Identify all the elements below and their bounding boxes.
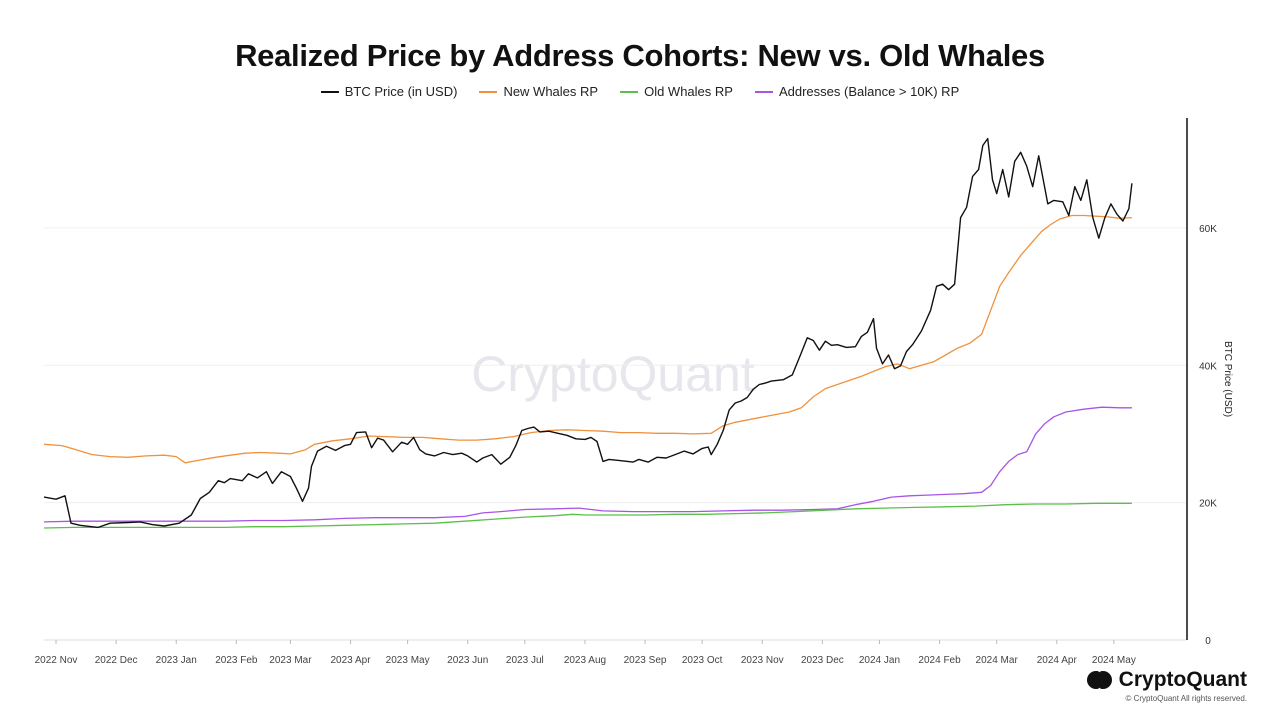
brand-name: CryptoQuant — [1118, 668, 1247, 691]
x-tick-label: 2024 May — [1092, 655, 1136, 666]
axes: 0 20K 40K 60K 2022 Nov 2022 Dec 2023 Jan 2023 F… — [35, 118, 1233, 666]
x-tick-label: 2023 Mar — [269, 655, 312, 666]
series-lines — [43, 137, 1133, 529]
legend-label: BTC Price (in USD) — [344, 84, 458, 99]
series-line-btc-price-in-usd — [43, 137, 1133, 529]
y-axis-title: BTC Price (USD) — [1222, 341, 1233, 417]
legend[interactable]: BTC Price (in USD) New Whales RP Old Whale… — [0, 84, 1280, 99]
legend-label: New Whales RP — [503, 84, 599, 99]
x-tick-label: 2024 Mar — [976, 655, 1019, 666]
x-tick-label: 2023 Jun — [447, 655, 488, 666]
series-line-addresses-balance-10k-rp — [43, 406, 1132, 523]
gridlines — [44, 227, 1186, 504]
x-tick-label: 2023 Sep — [624, 655, 667, 666]
cryptoquant-logo-icon — [1086, 669, 1113, 691]
legend-item[interactable]: New Whales RP — [479, 84, 598, 99]
x-tick-label: 2024 Feb — [918, 655, 961, 666]
y-tick-label: 0 — [1205, 636, 1211, 647]
legend-item[interactable]: BTC Price (in USD) — [320, 84, 458, 99]
x-tick-label: 2023 Dec — [801, 655, 844, 666]
x-tick-label: 2022 Dec — [95, 655, 138, 666]
x-tick-label: 2023 Nov — [741, 655, 784, 666]
x-tick-label: 2023 Oct — [682, 655, 723, 666]
x-tick-label: 2023 Jul — [506, 655, 544, 666]
legend-swatch — [320, 90, 339, 93]
legend-swatch — [754, 90, 773, 93]
x-tick-label: 2023 Apr — [331, 655, 372, 666]
legend-swatch — [479, 90, 498, 93]
legend-item[interactable]: Old Whales RP — [620, 84, 733, 99]
legend-swatch — [620, 90, 639, 93]
y-tick-label: 20K — [1199, 499, 1217, 510]
x-tick-label: 2023 Feb — [215, 655, 258, 666]
y-tick-label: 40K — [1199, 361, 1217, 372]
watermark: CryptoQuant — [471, 346, 755, 402]
x-tick-label: 2023 Jan — [156, 655, 197, 666]
series-line-old-whales-rp — [43, 502, 1132, 529]
chart-title: Realized Price by Address Cohorts: New v… — [235, 38, 1045, 73]
legend-label: Addresses (Balance > 10K) RP — [778, 84, 960, 99]
y-tick-label: 60K — [1199, 224, 1217, 235]
x-tick-label: 2023 Aug — [564, 655, 606, 666]
x-tick-label: 2024 Jan — [859, 655, 900, 666]
x-tick-label: 2022 Nov — [35, 655, 78, 666]
x-tick-label: 2023 May — [386, 655, 430, 666]
series-line-new-whales-rp — [43, 214, 1132, 464]
brand-logo: CryptoQuant — [1086, 668, 1247, 692]
legend-item[interactable]: Addresses (Balance > 10K) RP — [754, 84, 960, 99]
legend-label: Old Whales RP — [644, 84, 733, 99]
copyright: © CryptoQuant All rights reserved. — [1125, 694, 1248, 703]
x-tick-label: 2024 Apr — [1037, 655, 1078, 666]
